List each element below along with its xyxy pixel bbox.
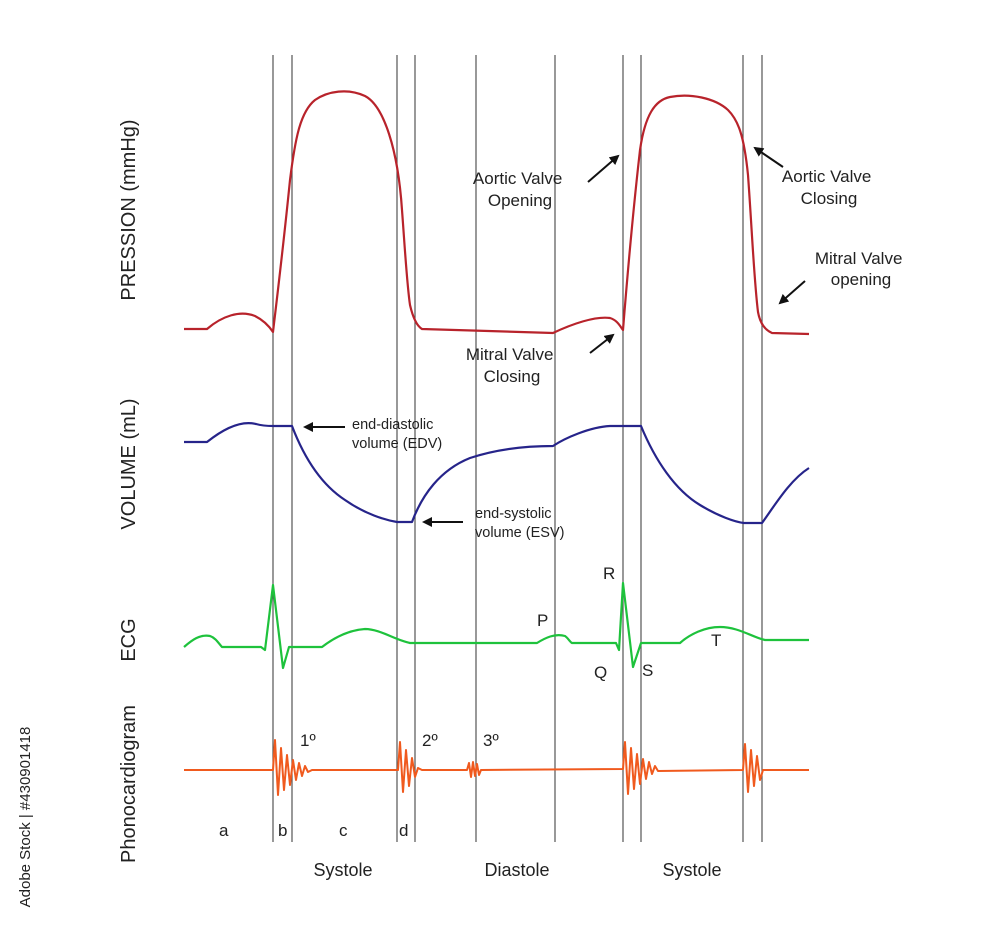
phonocardiogram-curve bbox=[184, 739, 809, 796]
aortic-valve-opening-label: Aortic Valve Opening bbox=[473, 169, 567, 210]
mitral-closing-arrow bbox=[589, 333, 615, 354]
phase-letter-b: b bbox=[278, 821, 287, 840]
volume-curve bbox=[184, 422, 810, 525]
ecg-p-wave-label: P bbox=[537, 611, 548, 630]
aortic-opening-arrow bbox=[587, 154, 620, 183]
pressure-curve bbox=[184, 90, 810, 336]
mitral-valve-closing-label: Mitral Valve Closing bbox=[466, 345, 558, 386]
phase-gridlines bbox=[272, 55, 763, 842]
ecg-t-wave-label: T bbox=[711, 631, 721, 650]
ecg-q-wave-label: Q bbox=[594, 663, 607, 682]
esv-label: end-systolic volume (ESV) bbox=[475, 506, 564, 541]
phase-letter-d: d bbox=[399, 821, 408, 840]
phase-letter-c: c bbox=[339, 821, 348, 840]
first-heart-sound-label: 1º bbox=[300, 731, 316, 750]
phonocardiogram-axis-label: Phonocardiogram bbox=[118, 705, 140, 863]
phase-diastole: Diastole bbox=[484, 860, 549, 880]
third-heart-sound-label: 3º bbox=[483, 731, 499, 750]
aortic-valve-closing-label: Aortic Valve Closing bbox=[782, 167, 876, 208]
mitral-opening-arrow bbox=[778, 280, 806, 305]
volume-axis-label: VOLUME (mL) bbox=[118, 398, 140, 529]
phase-systole-2: Systole bbox=[662, 860, 721, 880]
mitral-valve-opening-label: Mitral Valve opening bbox=[815, 249, 907, 289]
ecg-axis-label: ECG bbox=[118, 618, 140, 661]
annotation-arrows bbox=[303, 146, 806, 527]
phase-systole-1: Systole bbox=[313, 860, 372, 880]
stock-watermark: Adobe Stock | #430901418 bbox=[17, 727, 34, 908]
phase-letter-a: a bbox=[219, 821, 229, 840]
ecg-r-wave-label: R bbox=[603, 564, 615, 583]
ecg-s-wave-label: S bbox=[642, 661, 653, 680]
ecg-curve bbox=[183, 581, 809, 670]
aortic-closing-arrow bbox=[753, 146, 784, 168]
pressure-axis-label: PRESSION (mmHg) bbox=[118, 119, 140, 300]
second-heart-sound-label: 2º bbox=[422, 731, 438, 750]
edv-label: end-diastolic volume (EDV) bbox=[352, 417, 442, 452]
